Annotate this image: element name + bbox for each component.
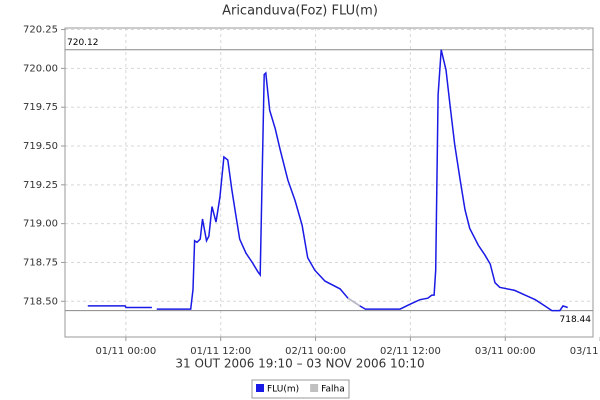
- x-tick-label: 01/11 12:00: [190, 346, 251, 357]
- plot-area: [65, 28, 593, 337]
- x-tick-label: 03/11 00:00: [475, 346, 536, 357]
- y-tick-label: 719.75: [23, 102, 58, 113]
- x-tick-label: 02/11 12:00: [380, 346, 441, 357]
- x-tick-label: 01/11 00:00: [95, 346, 156, 357]
- legend-swatch: [256, 384, 264, 392]
- legend-swatch: [310, 384, 319, 392]
- y-tick-label: 720.25: [23, 25, 58, 36]
- y-tick-label: 720.00: [23, 63, 58, 74]
- x-tick-label: 02/11 00:00: [285, 346, 346, 357]
- y-tick-label: 719.50: [23, 141, 58, 152]
- legend-label: Falha: [321, 385, 345, 395]
- reference-label: 718.44: [560, 315, 592, 325]
- plot-border: [64, 27, 594, 338]
- x-axis-label: 31 OUT 2006 19:10 – 03 NOV 2006 10:10: [175, 357, 424, 371]
- y-tick-label: 719.00: [23, 219, 58, 230]
- y-tick-label: 718.50: [23, 296, 58, 307]
- legend: [251, 379, 350, 399]
- reference-label: 720.12: [67, 38, 99, 48]
- y-tick-label: 719.25: [23, 180, 58, 191]
- data-line: [87, 49, 568, 312]
- y-tick-label: 718.75: [23, 257, 58, 268]
- chart-title: Aricanduva(Foz) FLU(m): [222, 4, 378, 19]
- data-line: [347, 297, 361, 307]
- legend-label: FLU(m): [267, 385, 299, 395]
- x-tick-label: 03/11 12:00: [570, 346, 600, 357]
